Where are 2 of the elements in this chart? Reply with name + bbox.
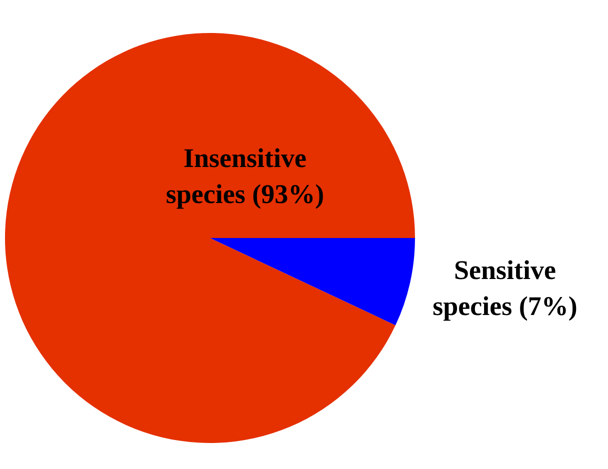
slice-label: Sensitive species (7%) xyxy=(432,254,578,321)
slice-label: Insensitive species (93%) xyxy=(166,142,324,209)
